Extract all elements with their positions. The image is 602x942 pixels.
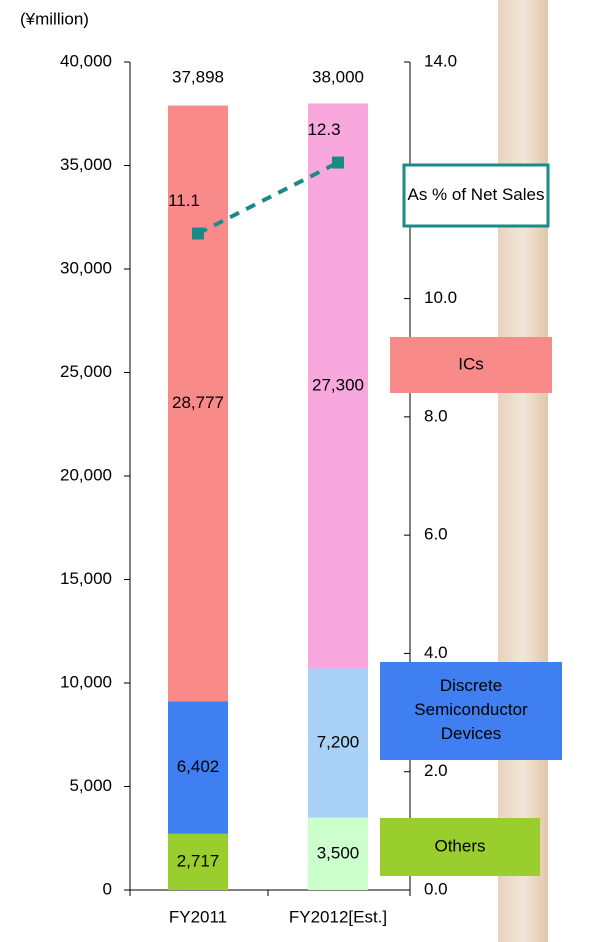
legend-box (380, 662, 562, 760)
total-label: 37,898 (172, 67, 224, 86)
y-tick-label: 40,000 (60, 51, 112, 70)
background-band (498, 0, 548, 942)
y2-tick-label: 0.0 (424, 879, 448, 898)
line-label: 12.3 (307, 120, 340, 139)
data-label: 27,300 (312, 375, 364, 394)
data-label: 2,717 (177, 851, 220, 870)
y-axis-label: (¥million) (20, 9, 89, 28)
y-tick-label: 10,000 (60, 672, 112, 691)
y-tick-label: 15,000 (60, 569, 112, 588)
y2-tick-label: 2.0 (424, 761, 448, 780)
bar-segment (168, 701, 228, 834)
line (197, 160, 339, 236)
legend-box (390, 337, 552, 393)
y-tick-label: 35,000 (60, 155, 112, 174)
legend-label: As % of Net Sales (407, 185, 544, 204)
bar-segment (168, 105, 228, 702)
x-tick-label: FY2012[Est.] (289, 907, 387, 926)
x-tick-label: FY2011 (169, 907, 227, 926)
legend-label: ICs (458, 354, 484, 373)
y-tick-label: 5,000 (69, 776, 112, 795)
line-marker (192, 227, 204, 240)
data-label: 7,200 (317, 733, 360, 752)
y-tick-label: 20,000 (60, 465, 112, 484)
bar-segment (308, 668, 368, 818)
total-label: 38,000 (312, 67, 364, 86)
y2-tick-label: 4.0 (424, 643, 448, 662)
y-tick-label: 25,000 (60, 362, 112, 381)
y2-tick-label: 14.0 (424, 51, 457, 70)
legend-box (380, 818, 540, 876)
y-tick-label: 0 (103, 879, 112, 898)
bar-segment (168, 833, 228, 890)
line-label: 11.1 (168, 191, 200, 210)
data-label: 3,500 (317, 843, 360, 862)
y2-tick-label: 8.0 (424, 406, 448, 425)
data-label: 28,777 (172, 393, 224, 412)
bar-segment (308, 103, 368, 669)
legend-label: Discrete Semiconductor Devices (414, 676, 528, 743)
bar-segment (308, 817, 368, 890)
data-label: 6,402 (177, 757, 220, 776)
legend-label: Others (434, 836, 485, 855)
y2-tick-label: 6.0 (424, 525, 448, 544)
y-tick-label: 30,000 (60, 258, 112, 277)
legend-box (402, 163, 550, 228)
y2-tick-label: 10.0 (424, 288, 457, 307)
line-marker (332, 156, 344, 169)
